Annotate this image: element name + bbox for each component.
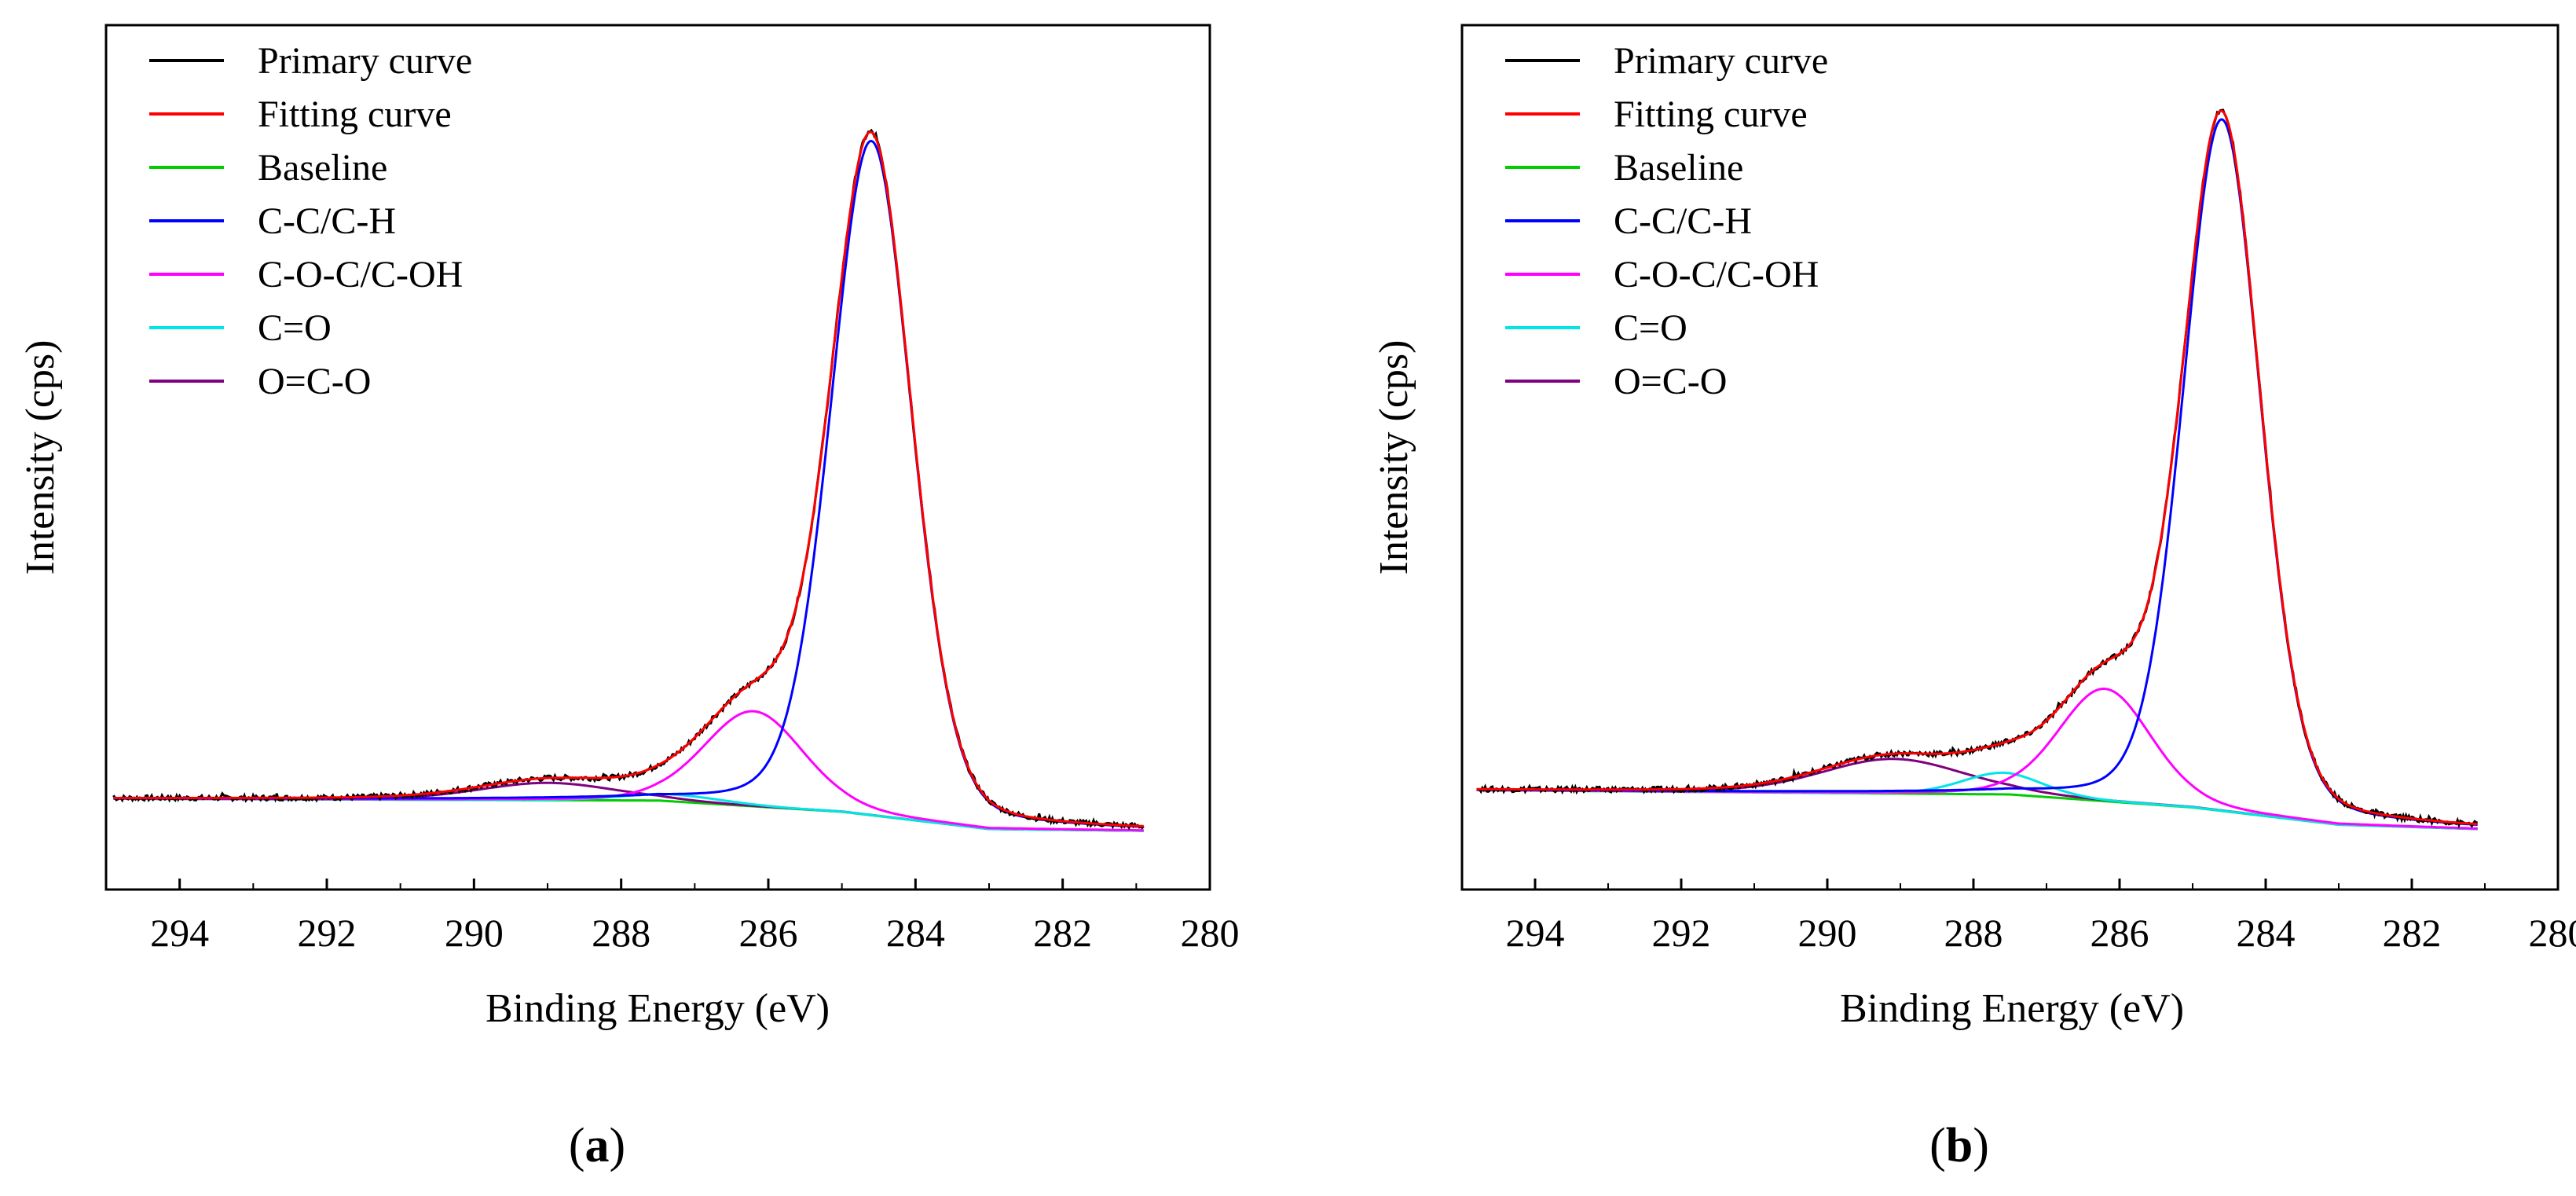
- chart-panel-b: 294 292 290 288 286 284 282 280 Primary curve Fi…: [1288, 0, 2576, 1196]
- chart-b-xtick-label: 286: [2090, 911, 2149, 955]
- chart-b-xtick-label: 294: [1506, 911, 1565, 955]
- chart-b-curves: [1476, 108, 2478, 831]
- chart-b-xtick-label: 282: [2383, 911, 2442, 955]
- chart-b-xtick-label: 280: [2529, 911, 2576, 955]
- chart-b-ylabel: Intensity (cps): [1372, 340, 1416, 575]
- chart-b-panel-label: (b): [1929, 1119, 1989, 1172]
- chart-a-xtick-label: 286: [739, 911, 798, 955]
- chart-a-plot-frame: [104, 24, 1211, 891]
- chart-b-series-c-o-c-c-oh: [1476, 688, 2478, 830]
- chart-a-legend-label: Baseline: [258, 147, 387, 189]
- chart-a-svg: 294 292 290 288 286 284 282 280 Primary curve Fi…: [18, 24, 1240, 1172]
- chart-a-legend-label: O=C-O: [258, 361, 371, 402]
- chart-a-legend-label: C-O-C/C-OH: [258, 254, 463, 295]
- chart-a-xtick-label: 280: [1181, 911, 1240, 955]
- chart-a-series-fitting-curve: [113, 130, 1144, 827]
- chart-a-xtick-label: 292: [298, 911, 357, 955]
- chart-a-legend: Primary curve Fitting curve Baseline C-C/C-…: [149, 40, 472, 402]
- chart-b-legend: Primary curve Fitting curve Baseline C-C/C-…: [1505, 40, 1828, 402]
- chart-a-series-c-c-c-h: [113, 139, 1144, 828]
- chart-a-legend-label: Primary curve: [258, 40, 472, 82]
- chart-b-legend-label: C=O: [1614, 307, 1687, 349]
- chart-b-plot-frame: [1460, 24, 2560, 891]
- chart-a-xtick-label: 282: [1033, 911, 1092, 955]
- chart-b-legend-label: C-O-C/C-OH: [1614, 254, 1819, 295]
- chart-b-legend-label: Baseline: [1614, 147, 1743, 189]
- chart-a-xlabel: Binding Energy (eV): [486, 986, 830, 1031]
- chart-a-legend-label: Fitting curve: [258, 94, 452, 135]
- chart-a-ylabel: Intensity (cps): [18, 340, 63, 575]
- chart-b-xtick-label: 288: [1944, 911, 2003, 955]
- chart-b-legend-label: Primary curve: [1614, 40, 1828, 82]
- chart-a-xtick-label: 284: [886, 911, 945, 955]
- chart-a-legend-label: C-C/C-H: [258, 200, 396, 242]
- chart-b-series-c-o: [1476, 771, 2478, 831]
- chart-a-xtick-label: 294: [150, 911, 209, 955]
- chart-a-panel-label: (a): [569, 1119, 625, 1172]
- chart-a-curves: [112, 128, 1145, 832]
- chart-b-xlabel: Binding Energy (eV): [1840, 986, 2184, 1031]
- chart-b-legend-label: O=C-O: [1614, 361, 1727, 402]
- chart-a-ticks: 294 292 290 288 286 284 282 280: [150, 879, 1240, 955]
- chart-a-series-c-o-c-c-oh: [113, 710, 1144, 832]
- chart-b-svg: 294 292 290 288 286 284 282 280 Primary curve Fi…: [1372, 24, 2576, 1172]
- chart-b-xtick-label: 292: [1652, 911, 1711, 955]
- chart-b-xtick-label: 284: [2237, 911, 2296, 955]
- chart-b-legend-label: C-C/C-H: [1614, 200, 1752, 242]
- chart-a-xtick-label: 288: [592, 911, 650, 955]
- chart-b-ticks: 294 292 290 288 286 284 282 280: [1506, 879, 2576, 955]
- chart-panel-a: 294 292 290 288 286 284 282 280 Primary curve Fi…: [18, 24, 1240, 1172]
- chart-b-series-fitting-curve: [1476, 109, 2478, 826]
- chart-a-legend-label: C=O: [258, 307, 332, 349]
- chart-b-panel-letter: b: [1946, 1119, 1973, 1172]
- chart-a-xtick-label: 290: [445, 911, 504, 955]
- chart-b-xtick-label: 290: [1798, 911, 1857, 955]
- chart-a-series-o-c-o: [113, 781, 1144, 832]
- chart-b-legend-label: Fitting curve: [1614, 94, 1808, 135]
- chart-a-panel-letter: a: [585, 1119, 610, 1172]
